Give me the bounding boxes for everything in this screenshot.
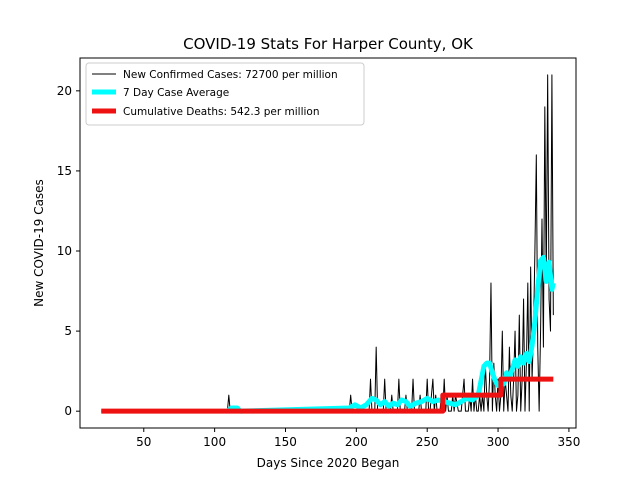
- x-axis-label: Days Since 2020 Began: [257, 456, 400, 470]
- y-tick-label: 5: [64, 324, 72, 338]
- x-tick-label: 150: [274, 435, 297, 449]
- y-tick-label: 15: [57, 164, 72, 178]
- x-tick-label: 350: [557, 435, 580, 449]
- series-layer: [101, 74, 556, 414]
- legend: New Confirmed Cases: 72700 per million 7…: [85, 62, 365, 126]
- legend-label-cumulative-deaths: Cumulative Deaths: 542.3 per million: [123, 106, 320, 118]
- cumulative-deaths-line: [101, 376, 554, 414]
- y-tick-label: 20: [57, 84, 72, 98]
- legend-box: [85, 62, 365, 126]
- x-tick-label: 100: [203, 435, 226, 449]
- legend-label-new-cases: New Confirmed Cases: 72700 per million: [123, 69, 338, 81]
- x-tick-label: 50: [136, 435, 151, 449]
- x-tick-label: 250: [416, 435, 439, 449]
- plot-frame: [79, 57, 577, 429]
- seven-day-average-line: [225, 254, 556, 414]
- x-tick-label: 300: [487, 435, 510, 449]
- chart-title: COVID-19 Stats For Harper County, OK: [183, 35, 474, 53]
- legend-label-7day-average: 7 Day Case Average: [123, 87, 229, 99]
- x-tick-label: 200: [345, 435, 368, 449]
- x-axis-ticks: 50 100 150 200 250 300 350: [136, 428, 580, 449]
- y-axis-ticks: 0 5 10 15 20: [57, 84, 80, 418]
- y-tick-label: 10: [57, 244, 72, 258]
- y-tick-label: 0: [64, 404, 72, 418]
- y-axis-label: New COVID-19 Cases: [32, 179, 46, 307]
